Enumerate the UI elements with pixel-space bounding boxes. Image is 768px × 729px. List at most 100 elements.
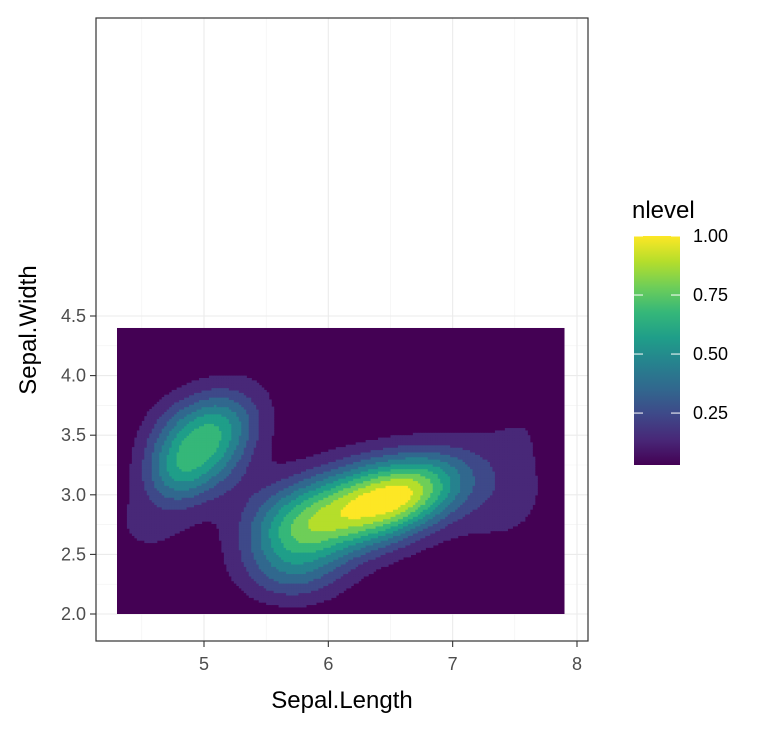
density-cell [221, 387, 225, 391]
density-cell [261, 389, 265, 393]
density-cell [131, 490, 135, 494]
density-cell [144, 492, 148, 496]
density-cell [161, 401, 165, 405]
density-cell [266, 492, 270, 496]
density-cell [206, 439, 210, 443]
density-cell [156, 501, 160, 505]
density-cell [186, 509, 190, 513]
density-cell [246, 542, 250, 546]
density-cell [238, 418, 242, 422]
density-cell [186, 394, 190, 398]
density-cell [179, 389, 183, 393]
density-cell [238, 466, 242, 470]
density-cell [248, 385, 252, 389]
density-cell [241, 418, 245, 422]
density-cell [223, 408, 227, 412]
density-cell [211, 478, 215, 482]
density-cell [161, 511, 165, 515]
density-cell [233, 418, 237, 422]
density-cell [194, 478, 198, 482]
density-cell [221, 416, 225, 420]
density-cell [241, 554, 245, 558]
density-cell [186, 418, 190, 422]
density-cell [164, 413, 168, 417]
density-cell [169, 447, 173, 451]
density-cell [144, 478, 148, 482]
density-cell [139, 513, 143, 517]
density-cell [251, 408, 255, 412]
density-cell [256, 478, 260, 482]
density-cell [276, 549, 280, 553]
density-cell [218, 463, 223, 467]
density-cell [149, 475, 153, 479]
density-cell [164, 423, 168, 427]
density-cell [241, 530, 245, 534]
density-cell [206, 468, 210, 472]
density-cell [261, 459, 265, 463]
density-cell [179, 478, 183, 482]
density-cell [199, 478, 203, 482]
density-cell [251, 425, 255, 429]
density-cell [263, 518, 267, 522]
density-cell [191, 473, 195, 477]
density-cell [253, 490, 257, 494]
density-cell [231, 540, 235, 544]
density-cell [248, 532, 252, 536]
density-cell [253, 411, 257, 415]
density-cell [213, 375, 218, 379]
density-cell [159, 444, 163, 448]
density-cell [258, 540, 262, 544]
density-cell [226, 459, 230, 463]
density-cell [199, 439, 203, 443]
density-cell [258, 578, 262, 582]
density-cell [149, 468, 153, 472]
density-cell [243, 499, 247, 503]
density-cell [199, 485, 203, 489]
density-cell [189, 475, 193, 479]
density-cell [226, 435, 230, 439]
density-cell [176, 466, 180, 470]
density-cell [213, 451, 218, 455]
density-cell [216, 478, 220, 482]
density-cell [271, 554, 275, 558]
density-cell [263, 449, 267, 453]
density-cell [156, 490, 160, 494]
density-cell [236, 516, 240, 520]
density-cell [139, 482, 143, 486]
density-cell [236, 513, 240, 517]
density-cell [258, 563, 262, 567]
density-cell [174, 444, 178, 448]
density-cell [134, 468, 138, 472]
density-cell [238, 416, 242, 420]
density-cell [218, 497, 223, 501]
density-cell [141, 518, 145, 522]
density-cell [154, 482, 158, 486]
density-cell [204, 490, 208, 494]
density-cell [213, 404, 218, 408]
density-cell [238, 435, 242, 439]
density-cell [243, 487, 247, 491]
density-cell [204, 518, 208, 522]
density-cell [248, 594, 252, 598]
density-cell [194, 504, 198, 508]
density-cell [261, 506, 265, 510]
density-cell [243, 478, 247, 482]
density-cell [223, 492, 227, 496]
density-cell [161, 468, 165, 472]
density-cell [161, 428, 165, 432]
density-cell [136, 492, 140, 496]
density-cell [169, 525, 173, 529]
density-cell [258, 463, 262, 467]
density-cell [166, 444, 170, 448]
density-cell [199, 497, 203, 501]
density-cell [253, 592, 257, 596]
density-cell [268, 447, 272, 451]
density-cell [149, 459, 153, 463]
density-cell [179, 394, 183, 398]
density-cell [216, 468, 220, 472]
density-cell [139, 425, 143, 429]
density-cell [273, 516, 277, 520]
density-cell [218, 404, 223, 408]
density-cell [164, 473, 168, 477]
density-cell [208, 478, 213, 482]
